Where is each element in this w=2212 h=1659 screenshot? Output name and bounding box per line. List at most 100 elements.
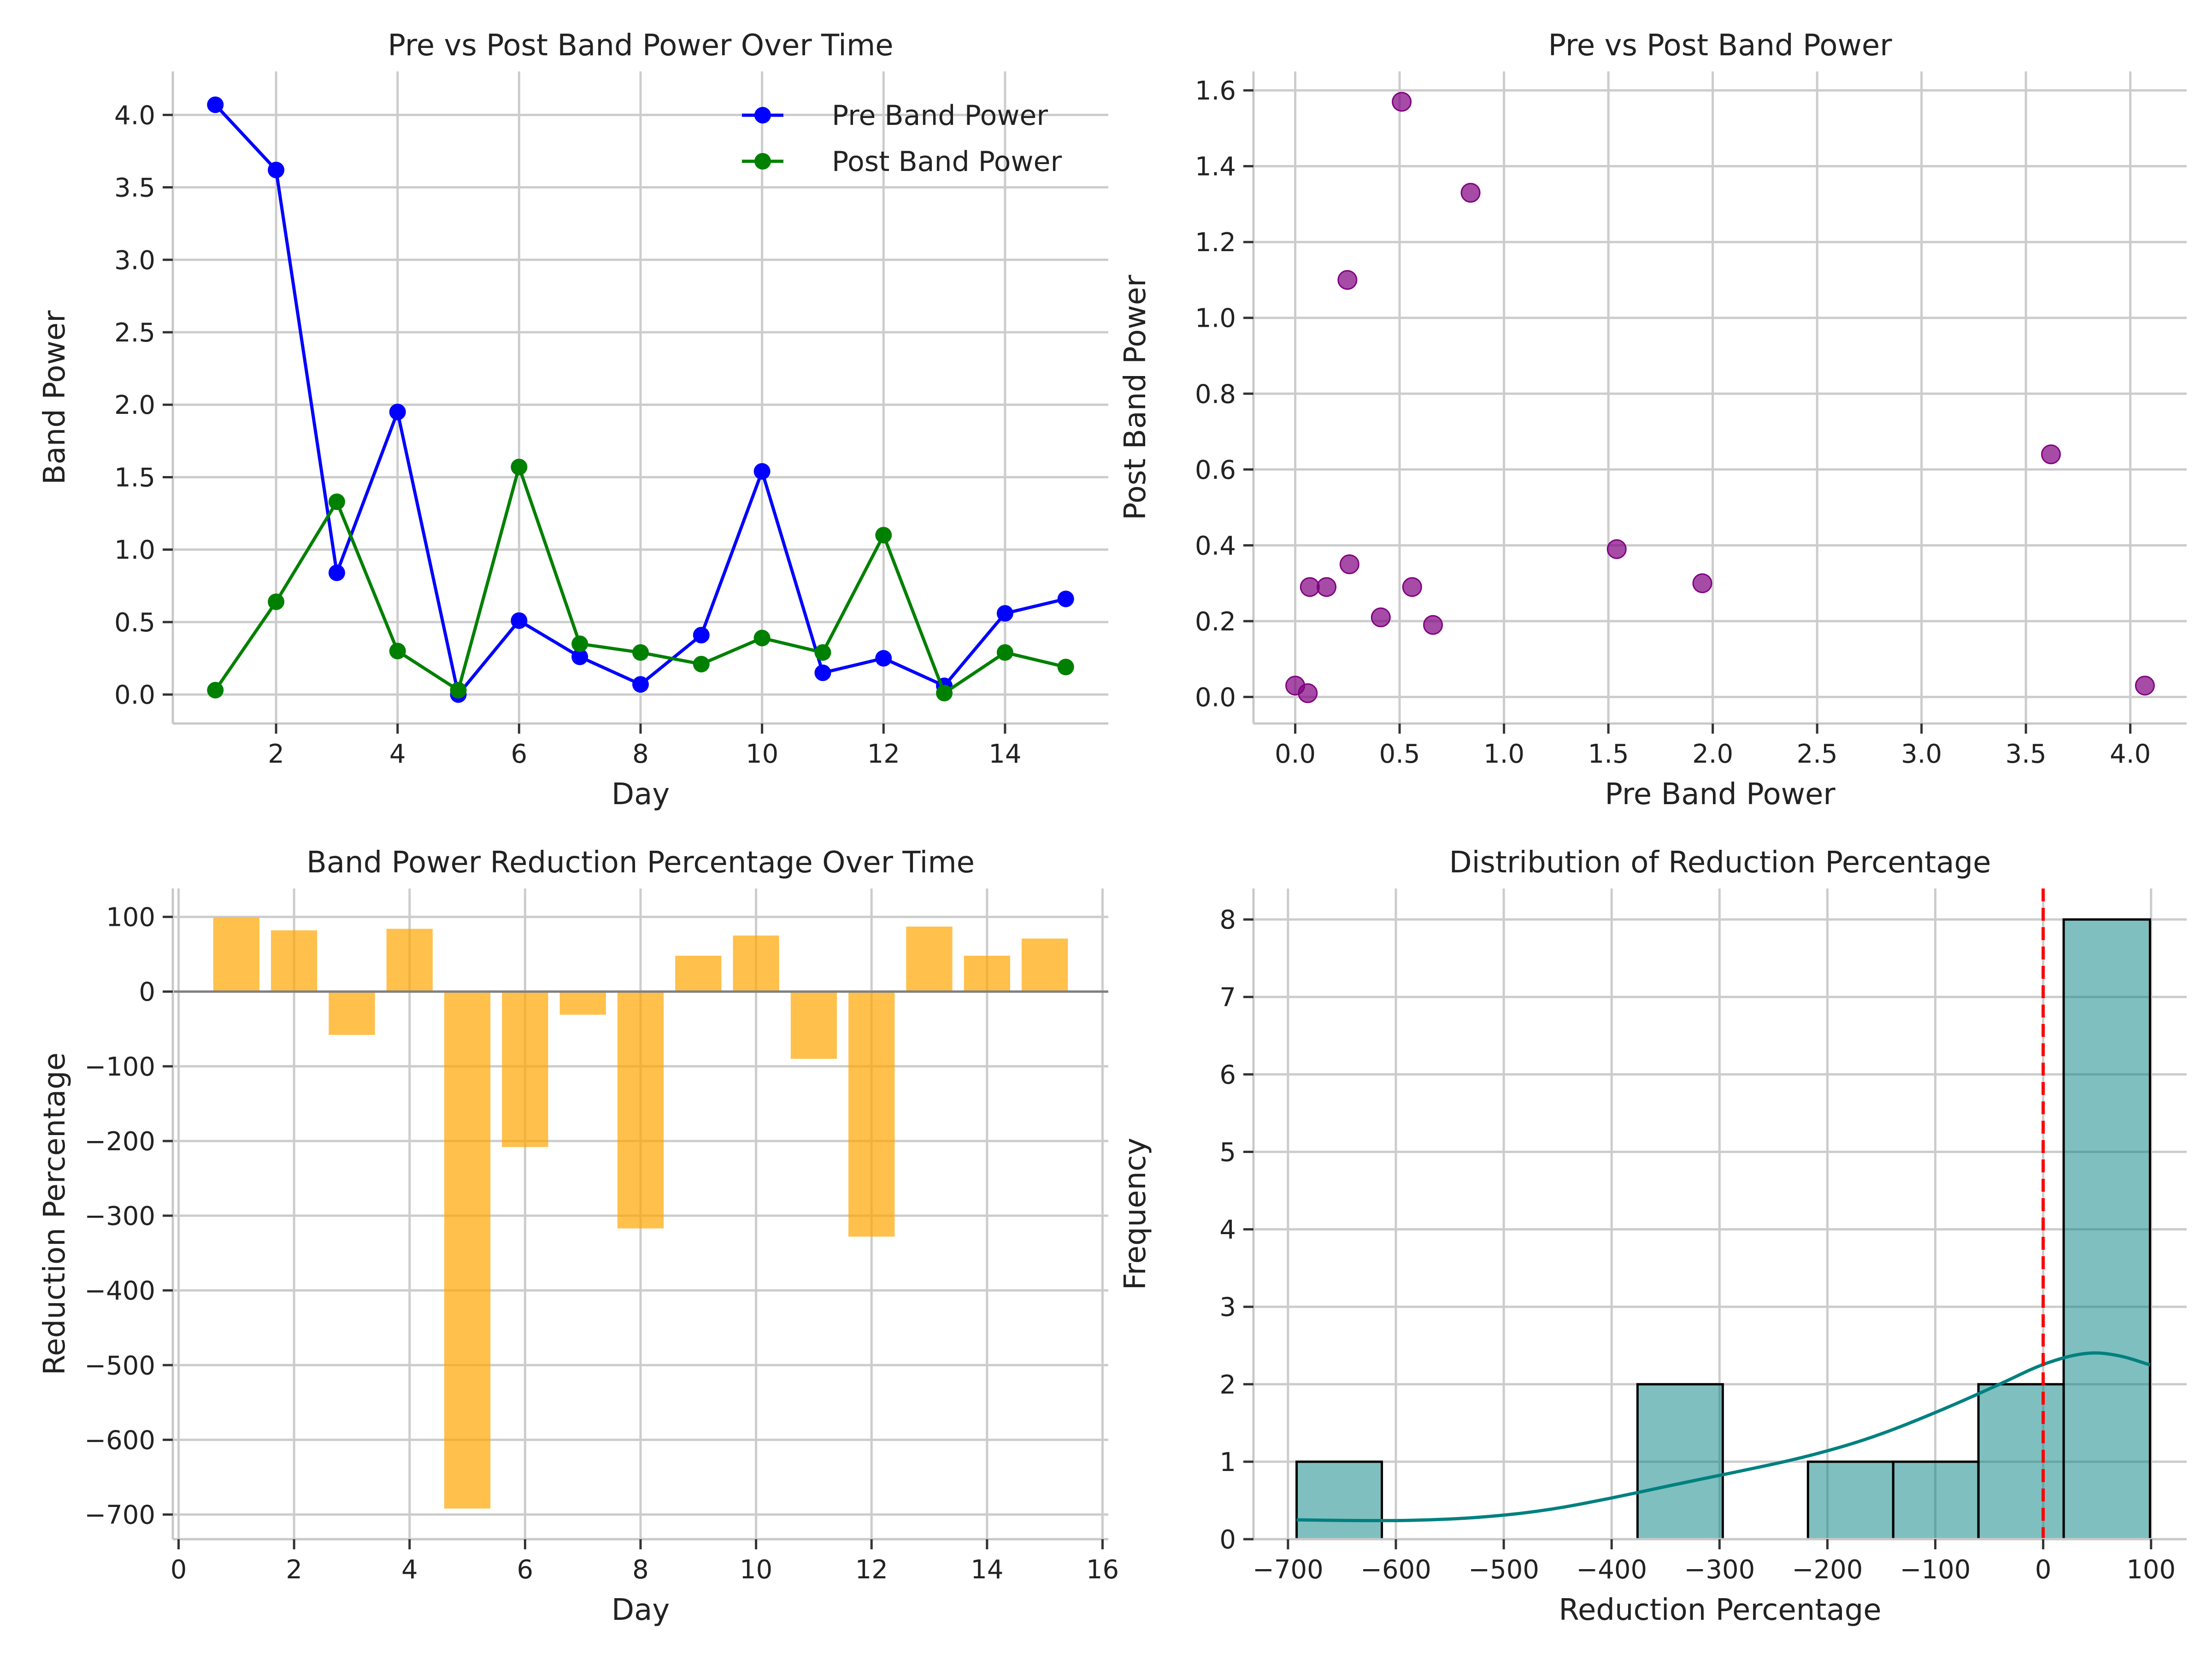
scatter-chart-y-tick-label: 1.4	[1195, 152, 1236, 182]
histogram-y-tick-label: 0	[1219, 1525, 1236, 1555]
line-chart-y-tick-label: 1.0	[114, 535, 155, 565]
scatter-chart-x-tick-label: 1.5	[1588, 739, 1629, 769]
bar-chart-y-tick-label: −600	[84, 1425, 155, 1455]
bar-chart-x-tick-label: 8	[632, 1555, 649, 1585]
histogram-bar	[1295, 1460, 1383, 1541]
bar-chart-x-tick-label: 10	[740, 1555, 772, 1585]
histogram-x-tick-label: −300	[1684, 1555, 1755, 1585]
histogram-x-tick-label: −200	[1792, 1555, 1863, 1585]
scatter-chart-y-tick-label: 0.6	[1195, 455, 1236, 485]
reduction-bar	[329, 991, 375, 1035]
bar-chart-x-tick-label: 12	[855, 1555, 888, 1585]
line-chart-y-axis-label: Band Power	[38, 310, 72, 485]
histogram-y-tick-label: 2	[1219, 1370, 1236, 1400]
pre-band-power-point	[328, 564, 345, 581]
histogram-bar	[2062, 918, 2151, 1541]
bar-chart-y-tick-label: −700	[84, 1500, 155, 1530]
scatter-point	[1317, 577, 1337, 597]
pre-band-power-point	[875, 650, 892, 667]
scatter-point	[1300, 577, 1320, 597]
histogram-bar	[1892, 1460, 1980, 1541]
histogram-bar	[1806, 1460, 1894, 1541]
histogram-panel: −700 −600 −500 −400 −300 −200 −100 0 100 0 1 2 3 4 5 6 7…	[1118, 846, 2187, 1627]
post-band-power-point	[1057, 659, 1074, 676]
histogram-x-tick-label: −700	[1253, 1555, 1324, 1585]
scatter-point	[2041, 444, 2061, 465]
bar-chart-x-axis-label: Day	[612, 1593, 670, 1627]
reduction-bar	[617, 991, 664, 1229]
pre-band-power-point	[389, 403, 406, 420]
scatter-chart-x-tick-label: 2.5	[1797, 739, 1838, 769]
bar-chart-x-tick-label: 0	[171, 1555, 187, 1585]
scatter-chart-x-tick-label: 4.0	[2110, 739, 2151, 769]
histogram-x-tick-label: −400	[1576, 1555, 1647, 1585]
histogram-x-axis-label: Reduction Percentage	[1559, 1593, 1881, 1627]
histogram-x-tick-label: 100	[2126, 1555, 2176, 1585]
histogram-y-tick-label: 5	[1219, 1138, 1236, 1168]
kde-curve	[1296, 1351, 2151, 1523]
histogram-title: Distribution of Reduction Percentage	[1449, 846, 1991, 880]
reduction-bar	[906, 926, 953, 992]
post-band-power-point	[328, 493, 345, 510]
bar-chart-y-tick-label: −400	[84, 1276, 155, 1306]
scatter-point	[1423, 615, 1443, 635]
histogram-y-axis-label: Frequency	[1118, 1138, 1153, 1290]
pre-band-power-point	[1057, 590, 1074, 607]
scatter-chart-y-axis-label: Post Band Power	[1118, 275, 1153, 520]
scatter-point	[1692, 573, 1712, 594]
reduction-bar	[559, 991, 606, 1015]
reduction-bar	[1022, 938, 1068, 992]
reduction-bar	[675, 955, 722, 992]
bar-chart-y-tick-label: −300	[84, 1201, 155, 1231]
post-band-power-point	[511, 459, 528, 476]
histogram-x-tick-label: −500	[1468, 1555, 1539, 1585]
pre-band-power-point	[511, 612, 528, 629]
line-chart-x-tick-label: 4	[389, 739, 406, 769]
post-band-power-point	[996, 644, 1013, 661]
histogram-y-tick-label: 8	[1219, 905, 1236, 935]
post-band-power-point	[632, 644, 649, 661]
post-band-power-point	[450, 682, 467, 699]
post-band-power-point	[875, 527, 892, 544]
line-chart-y-tick-label: 3.5	[114, 173, 155, 203]
histogram-x-tick-label: −100	[1900, 1555, 1971, 1585]
pre-band-power-point	[571, 648, 588, 665]
scatter-point	[1337, 270, 1358, 290]
reduction-bar	[444, 991, 491, 1509]
post-band-power-point	[753, 629, 771, 647]
reduction-bar	[213, 918, 259, 992]
post-band-power-point	[693, 656, 710, 673]
scatter-chart-x-tick-label: 3.0	[1901, 739, 1942, 769]
histogram-y-tick-label: 6	[1219, 1060, 1236, 1090]
line-chart-y-tick-label: 3.0	[114, 246, 155, 276]
scatter-chart-y-tick-label: 0.2	[1195, 607, 1236, 637]
post-band-power-point	[936, 684, 953, 701]
bar-chart-y-tick-label: 0	[139, 977, 155, 1007]
line-chart-legend: Pre Band Power Post Band Power	[742, 100, 1062, 178]
line-chart-x-tick-label: 14	[988, 739, 1021, 769]
bar-chart-y-tick-label: 100	[106, 903, 155, 933]
line-chart-x-tick-label: 8	[632, 739, 649, 769]
scatter-chart-title: Pre vs Post Band Power	[1548, 29, 1892, 63]
reduction-bar	[790, 991, 837, 1059]
scatter-chart-x-tick-label: 3.5	[2006, 739, 2047, 769]
post-band-power-point	[571, 635, 588, 653]
scatter-chart-x-axis-label: Pre Band Power	[1605, 777, 1835, 812]
bar-chart-panel: 0 2 4 6 8 10 12 14 16 100 0 −100 −200 −300 −400 −500 −60…	[38, 846, 1119, 1627]
post-band-power-point	[207, 682, 224, 699]
histogram-y-tick-label: 4	[1219, 1215, 1236, 1245]
reduction-bar	[502, 991, 548, 1147]
histogram-y-tick-label: 3	[1219, 1293, 1236, 1323]
line-chart-y-tick-label: 2.0	[114, 390, 155, 420]
bar-chart-x-tick-label: 14	[971, 1555, 1003, 1585]
reduction-bar	[271, 930, 318, 992]
scatter-point	[1339, 554, 1359, 574]
scatter-chart-y-tick-label: 1.2	[1195, 228, 1236, 258]
scatter-point	[2135, 676, 2155, 696]
legend-pre-band-power-label: Pre Band Power	[832, 100, 1048, 132]
pre-band-power-point	[814, 664, 831, 681]
histogram-bar	[1636, 1383, 1724, 1541]
pre-band-power-point	[632, 676, 649, 693]
